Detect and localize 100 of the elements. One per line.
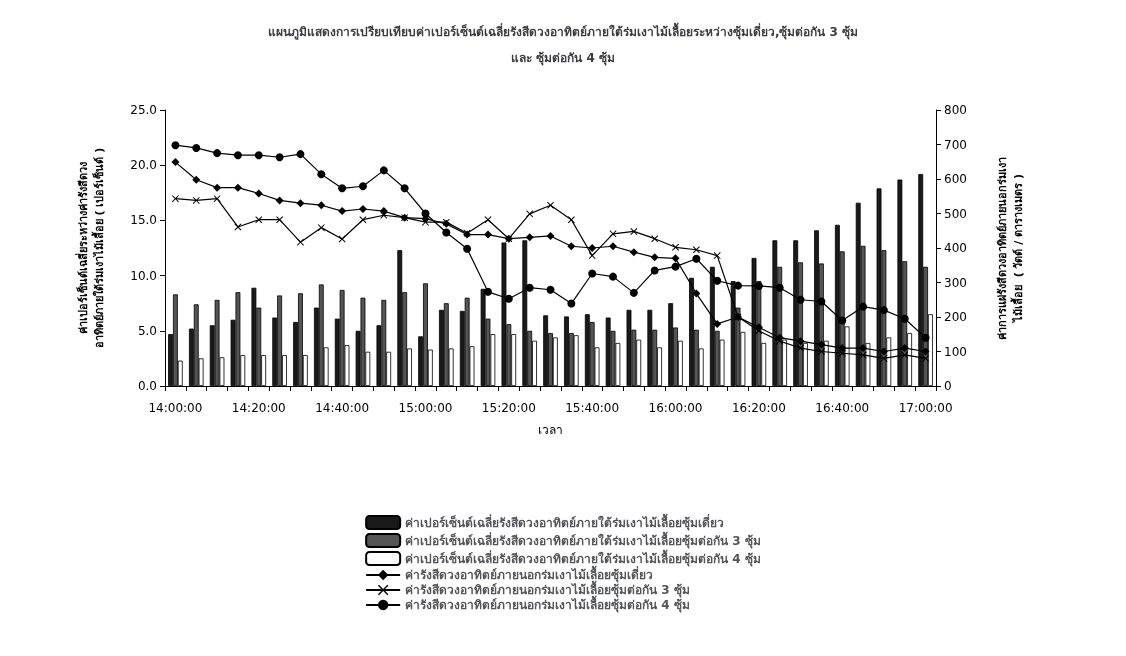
point — [567, 242, 576, 251]
point — [838, 316, 847, 325]
point — [796, 337, 805, 346]
y2-tick-label: 500 — [944, 206, 967, 221]
point — [692, 246, 700, 254]
y2-tick-label: 200 — [944, 310, 967, 324]
y2-tick-label: 400 — [944, 241, 967, 255]
y-tick-label: 15.0 — [130, 213, 157, 228]
y-tick-label: 20.0 — [130, 158, 157, 173]
point — [359, 216, 367, 224]
point — [817, 297, 826, 306]
point — [567, 216, 575, 224]
point — [296, 238, 304, 246]
point — [629, 288, 638, 297]
point — [859, 302, 868, 311]
point — [859, 344, 868, 353]
point — [900, 314, 909, 323]
y-tick-label: 10.0 — [130, 268, 157, 283]
point — [651, 235, 659, 243]
point — [379, 207, 388, 216]
point — [421, 218, 429, 226]
y-tick-label: 0.0 — [137, 379, 157, 393]
point — [650, 266, 659, 275]
y2-tick-label: 800 — [944, 103, 967, 117]
point — [588, 252, 596, 260]
x-axis-title: เวลา — [538, 423, 563, 437]
point — [525, 283, 534, 292]
point — [650, 253, 659, 262]
point — [567, 299, 576, 308]
y2-tick-label: 600 — [944, 172, 967, 186]
point — [796, 295, 805, 304]
point — [921, 333, 930, 342]
point — [713, 276, 722, 285]
point — [526, 210, 534, 218]
x-tick-label: 15:40:00 — [565, 401, 620, 415]
point — [755, 327, 763, 335]
y2-tick-label: 100 — [944, 344, 967, 359]
y2-tick-label: 300 — [944, 275, 967, 290]
x-tick-label: 17:00:00 — [898, 401, 953, 415]
point — [276, 216, 284, 224]
point — [317, 201, 326, 210]
point — [776, 337, 784, 345]
point — [296, 150, 305, 159]
point — [171, 158, 180, 167]
point — [692, 289, 701, 298]
x-tick-label: 15:20:00 — [481, 401, 536, 415]
point — [775, 283, 784, 292]
point — [879, 306, 888, 315]
point — [588, 244, 597, 252]
y-axis-title: ค่าเปอร์เซ็นต์เฉลี่ยระหว่างค่ารังสีดวง อาทิตย์ภายใต้ร่มเงาไม้เลื้อย ( เปอร์เซ็นต์ ) — [74, 147, 106, 349]
point — [483, 287, 492, 296]
y2-axis-title: ค่าการแผ่รังสีดวงอาทิตย์ภายนอกร่มเงา ไม้เลื้อย ( วัตต์ / ตารางเมตร ) — [995, 156, 1025, 340]
point — [192, 175, 201, 184]
point — [338, 184, 347, 193]
point — [817, 340, 826, 349]
point — [171, 141, 180, 150]
point — [588, 269, 597, 278]
point — [442, 228, 451, 237]
point — [255, 216, 263, 224]
legend-label: ค่าเปอร์เซ็นต์เฉลี่ยรังสีดวงอาทิตย์ภายใต้ร่มเงาไม้เลื้อยซุ้มต่อกัน 3 ซุ้ม — [405, 530, 761, 549]
point — [192, 196, 200, 204]
point — [275, 153, 284, 162]
x-tick-label: 15:00:00 — [398, 401, 453, 415]
point — [629, 248, 638, 257]
point — [692, 254, 701, 263]
point — [213, 149, 222, 158]
point — [713, 252, 721, 260]
point — [671, 262, 680, 271]
point — [213, 195, 221, 203]
x-tick-label: 14:20:00 — [231, 401, 286, 415]
point — [338, 207, 347, 216]
point — [379, 166, 388, 175]
point — [484, 216, 492, 224]
point — [838, 344, 847, 353]
point — [275, 196, 284, 205]
point — [296, 199, 305, 208]
point — [734, 281, 743, 290]
point — [546, 231, 555, 240]
y2-tick-label: 0 — [944, 379, 952, 393]
point — [797, 344, 805, 352]
point — [400, 184, 409, 193]
point — [463, 244, 472, 253]
point — [713, 319, 722, 328]
point — [671, 254, 680, 263]
point — [879, 347, 888, 356]
point — [317, 224, 325, 232]
point — [754, 281, 763, 290]
x-tick-label: 16:20:00 — [731, 401, 786, 415]
point — [838, 349, 846, 357]
x-tick-label: 14:40:00 — [315, 401, 370, 415]
point — [483, 230, 492, 239]
point — [233, 183, 242, 192]
point — [421, 209, 430, 218]
point — [504, 294, 513, 303]
chart-title: แผนภูมิแสดงการเปรียบเทียบค่าเปอร์เซ็นต์เฉลี่ยรังสีดวงอาทิตย์ภายใต้ร่มเงาไม้เลื้อยระหว่างซุ้มเดี่ยว,ซุ้มต่อกัน 3 ซุ้ม และ ซุ้มต่อกัน 4 ซุ้ม — [267, 22, 859, 66]
point — [213, 183, 222, 192]
point — [609, 272, 618, 281]
legend-label: ค่าเปอร์เซ็นต์เฉลี่ยรังสีดวงอาทิตย์ภายใต้ร่มเงาไม้เลื้อยซุ้มเดี่ยว — [405, 512, 725, 531]
point — [317, 170, 326, 179]
point — [880, 354, 888, 362]
